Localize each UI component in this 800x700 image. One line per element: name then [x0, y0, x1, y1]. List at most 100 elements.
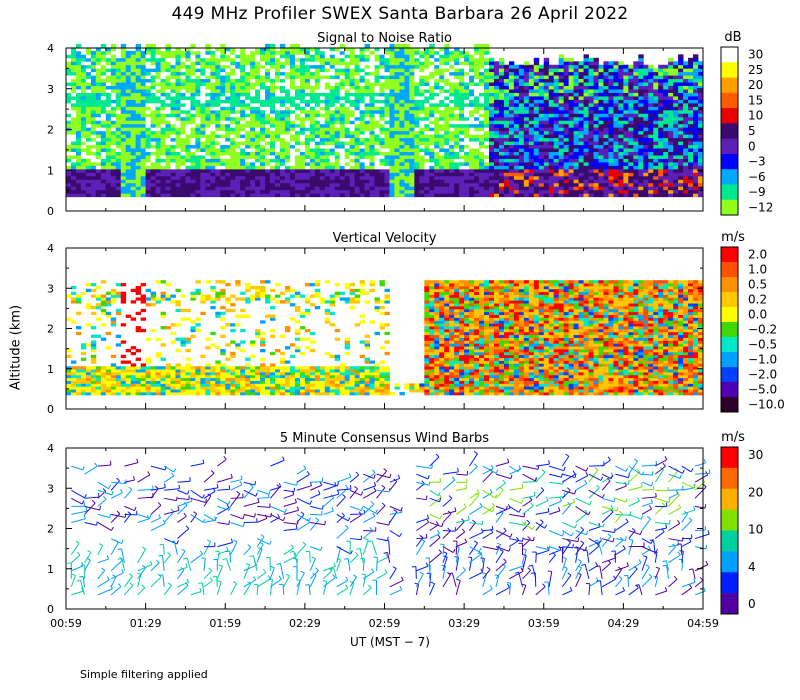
wind-barb-flag [650, 498, 654, 503]
wind-barb [668, 546, 676, 555]
wind-barb [628, 486, 643, 491]
wind-barb [336, 546, 351, 555]
wind-barb-flag [308, 517, 312, 522]
wind-barb [482, 531, 494, 539]
wind-barb-flag [315, 567, 319, 571]
wind-barb-flag [688, 584, 693, 588]
wind-barb [469, 492, 480, 499]
wind-barb-flag [610, 474, 614, 479]
wind-barb-flag [367, 540, 373, 543]
wind-barb [173, 540, 178, 555]
wind-barb-flag [355, 471, 360, 476]
y-tick-label: 0 [47, 403, 54, 416]
wind-barb-flag [381, 502, 386, 507]
wind-barb [349, 489, 362, 496]
wind-barb [522, 481, 536, 483]
wind-barb-flag [315, 517, 319, 521]
wind-barb [323, 493, 339, 499]
wind-barb [429, 496, 442, 507]
wind-barb [84, 521, 97, 526]
wind-barb [84, 552, 92, 563]
wind-barb [495, 512, 504, 523]
wind-barb-flag [507, 458, 510, 463]
wind-barb-flag [688, 568, 694, 571]
wind-barb [482, 558, 485, 571]
wind-barb [561, 574, 572, 588]
wind-barb-flag [563, 566, 568, 569]
wind-barb [562, 489, 575, 495]
wind-barb [522, 499, 533, 507]
wind-barb-flag [622, 586, 626, 591]
colorbar-swatch [721, 77, 738, 94]
wind-barb-flag [457, 467, 459, 472]
wind-barb-flag [277, 513, 280, 518]
wind-barb-flag [399, 532, 403, 537]
wind-barb [601, 578, 616, 588]
wind-barb-flag [647, 545, 651, 550]
wind-barb-flag [321, 505, 324, 510]
colorbar-swatch [721, 593, 738, 615]
wind-barb-flag [558, 506, 561, 512]
wind-barb [429, 536, 441, 547]
wind-barb [243, 513, 255, 518]
wind-barb-flag [209, 577, 213, 582]
wind-barb-flag [253, 576, 257, 581]
wind-barb [230, 513, 244, 520]
wind-barb [84, 496, 99, 499]
wind-barb-flag [205, 498, 208, 503]
wind-barb [548, 554, 556, 564]
wind-barb-flag [364, 538, 369, 541]
wind-barb [655, 489, 669, 492]
wind-barb [362, 587, 372, 596]
wind-barb-flag [514, 571, 519, 574]
wind-barb [97, 588, 113, 596]
wind-barb-flag [167, 552, 171, 556]
wind-barb-flag [133, 476, 135, 481]
wind-barb [548, 473, 562, 478]
wind-barb [84, 502, 96, 515]
colorbar-swatch [721, 352, 738, 368]
wind-barb [535, 586, 546, 596]
colorbar-swatch [721, 467, 738, 490]
wind-barb [203, 490, 216, 499]
wind-barb [562, 473, 576, 479]
y-tick-label: 3 [47, 482, 54, 495]
x-tick-label: 03:29 [448, 617, 480, 630]
wind-barb [429, 564, 431, 579]
wind-barb [495, 546, 510, 552]
wind-barb-flag [473, 451, 478, 455]
wind-barb [695, 472, 710, 475]
colorbar-swatch [721, 447, 738, 469]
wind-barb [561, 489, 571, 499]
wind-barb-flag [208, 567, 213, 571]
wind-barb [283, 481, 297, 486]
wind-barb [415, 540, 426, 555]
wind-barb [283, 555, 297, 564]
wind-barb [217, 497, 229, 505]
wind-barb [681, 465, 692, 473]
wind-barb-flag [181, 548, 186, 552]
y-tick-label: 1 [47, 164, 54, 177]
wind-barb [270, 486, 281, 491]
wind-barb [283, 502, 297, 507]
wind-barb [70, 554, 81, 564]
wind-barb [84, 505, 100, 511]
wind-barb [509, 487, 523, 491]
wind-barb [509, 521, 525, 526]
wind-barb [296, 513, 310, 522]
wind-barb-flag [516, 536, 520, 541]
wind-barb [495, 530, 511, 538]
colorbar-swatch [721, 138, 738, 155]
wind-barb-flag [368, 584, 372, 589]
wind-barb [177, 566, 188, 572]
wind-barb [349, 505, 362, 512]
wind-barb [681, 581, 696, 588]
wind-barb [336, 488, 351, 491]
colorbar-label: 4 [748, 560, 756, 574]
wind-barb-flag [296, 579, 301, 581]
colorbar-label: 0.5 [748, 278, 767, 292]
wind-barb-flag [128, 486, 133, 491]
wind-barb-flag [178, 484, 181, 489]
wind-barb-flag [249, 555, 254, 558]
